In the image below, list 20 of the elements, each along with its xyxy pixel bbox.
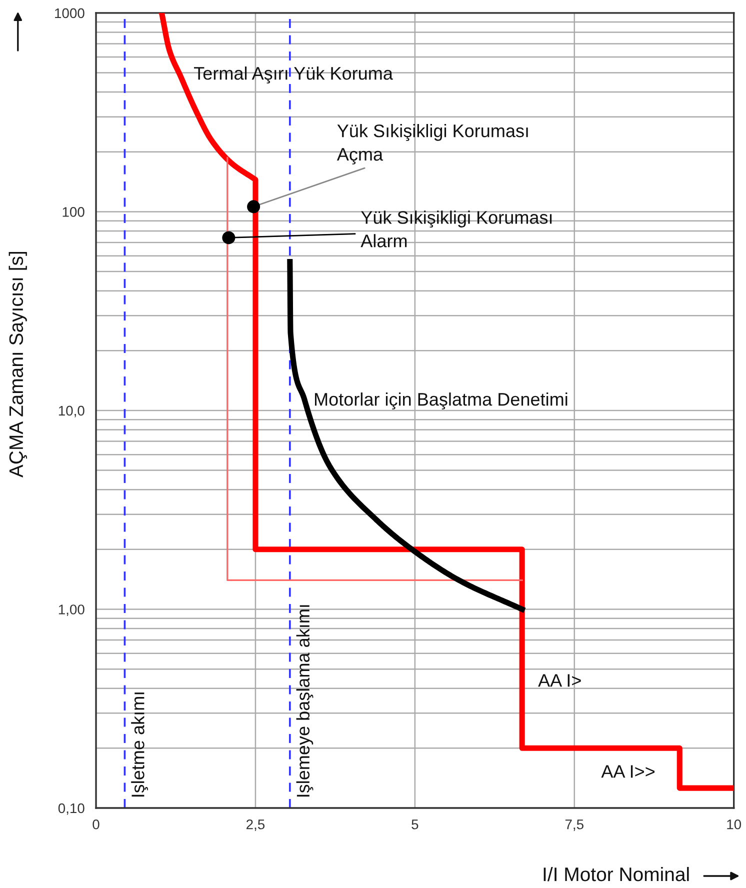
y-tick-label: 1000 xyxy=(55,8,84,18)
y-tick-label: 1,00 xyxy=(58,604,84,616)
y-axis-title: AÇMA Zamanı Sayıcısı [s] xyxy=(8,252,28,478)
x-tick-label: 10 xyxy=(727,819,742,830)
annotation: AA I> xyxy=(538,674,581,687)
annotation: Motorlar için Başlatma Denetimi xyxy=(314,392,568,410)
y-tick-label: 10,0 xyxy=(58,406,84,418)
x-tick-label: 5 xyxy=(412,820,418,830)
x-tick-label: 2,5 xyxy=(246,819,265,831)
annotation: Termal Aşırı Yük Koruma xyxy=(194,66,393,84)
x-tick-label: 7,5 xyxy=(565,820,584,831)
annotation: AA I>> xyxy=(601,765,655,778)
y-tick-label: 0,10 xyxy=(58,803,84,815)
ref-line-label: Işlemeye başlama akımı xyxy=(296,605,314,797)
ref-line-label: Işletme akımı xyxy=(131,692,148,797)
x-tick-label: 0 xyxy=(92,819,100,830)
annotation: Yük Sıkişikligi Koruması Alarm xyxy=(360,210,552,248)
annotation: Yük Sıkişikligi Koruması Açma xyxy=(336,124,528,164)
y-tick-label: 100 xyxy=(62,207,84,217)
x-axis-title: I/I Motor Nominal xyxy=(544,866,689,882)
